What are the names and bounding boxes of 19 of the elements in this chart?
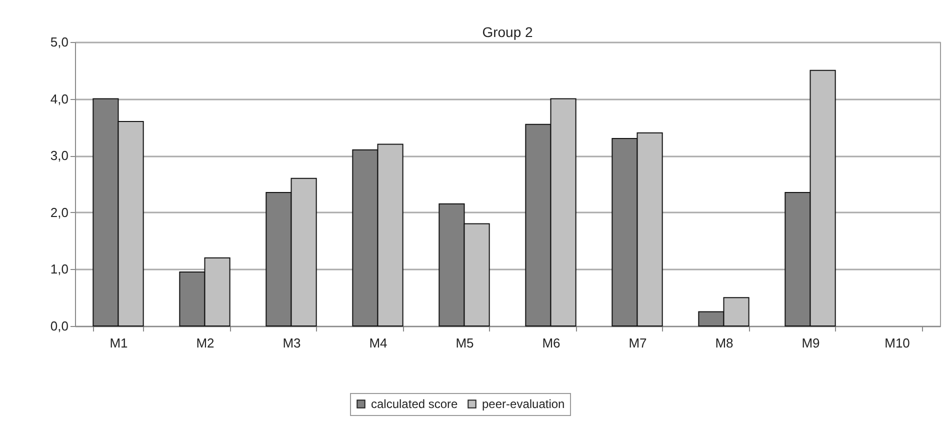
legend-label: peer-evaluation: [482, 397, 565, 411]
x-tick-label: M6: [542, 336, 560, 350]
y-tick-label: 1,0: [50, 262, 68, 277]
legend-label: calculated score: [371, 397, 458, 411]
x-tick-label: M1: [110, 336, 128, 350]
x-tick-label: M9: [802, 336, 820, 350]
x-tick-label: M2: [196, 336, 214, 350]
y-tick-label: 4,0: [50, 91, 68, 106]
x-tick-label: M4: [369, 336, 388, 350]
x-tick-label: M8: [715, 336, 734, 350]
x-tick-label: M10: [884, 336, 910, 350]
y-tick-label: 0,0: [50, 318, 68, 334]
y-tick-label: 2,0: [50, 204, 68, 220]
x-tick-label: M5: [456, 336, 474, 350]
x-tick-label: M7: [628, 336, 647, 350]
x-tick-label: M3: [282, 336, 301, 350]
y-tick-label: 3,0: [50, 148, 68, 164]
chart-title: Group 2: [482, 24, 534, 40]
y-tick-label: 5,0: [50, 34, 68, 50]
